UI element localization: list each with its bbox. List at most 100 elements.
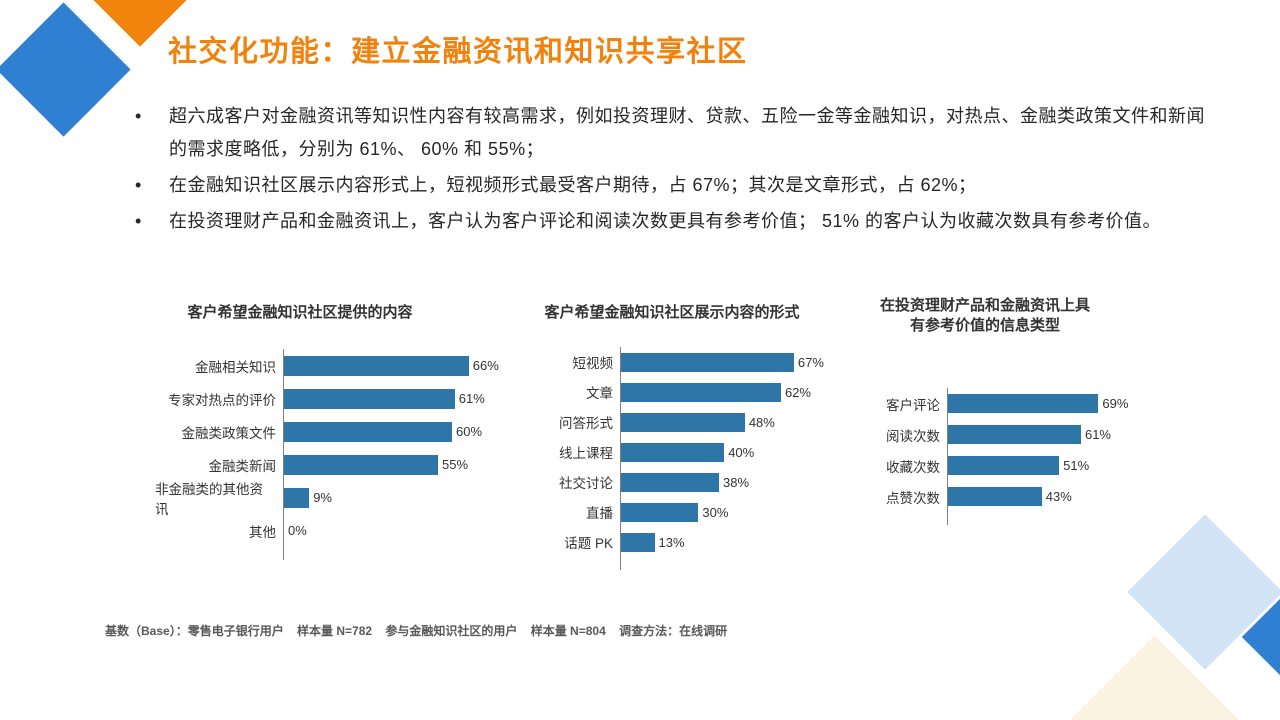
category-label: 文章 bbox=[586, 386, 613, 401]
category-label: 金融类政策文件 bbox=[181, 425, 277, 441]
bar-track: 69% bbox=[947, 388, 1205, 419]
value-label: 61% bbox=[1084, 427, 1111, 442]
bar-row: 问答形式 48% bbox=[520, 407, 960, 437]
value-label: 13% bbox=[658, 534, 685, 550]
axis-line bbox=[283, 547, 284, 560]
bar-row: 专家对热点的评价 61% bbox=[155, 382, 605, 415]
bar-row: 文章 62% bbox=[520, 377, 960, 407]
bullet-item: 在金融知识社区展示内容形式上，短视频形式最受客户期待，占 67%；其次是文章形式… bbox=[135, 169, 1208, 202]
value-label: 30% bbox=[702, 504, 729, 520]
bar bbox=[621, 382, 781, 402]
bar bbox=[621, 412, 745, 432]
value-label: 48% bbox=[748, 414, 775, 430]
axis-line bbox=[947, 512, 948, 525]
bar bbox=[948, 425, 1081, 444]
chart-title: 客户希望金融知识社区提供的内容 bbox=[187, 304, 413, 321]
bar bbox=[948, 394, 1099, 413]
chart-rows: 客户评论 69% 阅读次数 61% 收藏次数 51% 点赞次数 43% bbox=[875, 388, 1205, 512]
bar bbox=[621, 442, 725, 462]
chart-title: 在投资理财产品和金融资讯上具 有参考价值的信息类型 bbox=[879, 297, 1090, 334]
bar-row: 客户评论 69% bbox=[875, 388, 1205, 419]
bar-row: 金融类政策文件 60% bbox=[155, 415, 605, 448]
bar bbox=[621, 472, 720, 492]
chart-content-format: 客户希望金融知识社区展示内容的形式 短视频 67% 文章 62% 问答形式 48% 线上课程… bbox=[520, 303, 960, 570]
category-label: 线上课程 bbox=[559, 446, 613, 461]
value-label: 67% bbox=[797, 354, 824, 370]
axis-line bbox=[620, 557, 621, 570]
bar-track: 30% bbox=[620, 497, 960, 527]
bar bbox=[284, 487, 310, 508]
bar-row: 金融类新闻 55% bbox=[155, 448, 605, 481]
bar-track: 61% bbox=[283, 382, 605, 415]
bar-row: 金融相关知识 66% bbox=[155, 349, 605, 382]
bar-row: 线上课程 40% bbox=[520, 437, 960, 467]
bar-track: 9% bbox=[283, 481, 605, 514]
category-label: 点赞次数 bbox=[886, 490, 940, 506]
bar-row: 点赞次数 43% bbox=[875, 481, 1205, 512]
bullet-text: 超六成客户对金融资讯等知识性内容有较高需求，例如投资理财、贷款、五险一金等金融知… bbox=[169, 106, 1205, 159]
bar-row: 直播 30% bbox=[520, 497, 960, 527]
bullet-list: 超六成客户对金融资讯等知识性内容有较高需求，例如投资理财、贷款、五险一金等金融知… bbox=[133, 100, 1208, 241]
chart-rows: 短视频 67% 文章 62% 问答形式 48% 线上课程 40% 社交讨论 38% 直播 30% 话题 … bbox=[520, 347, 960, 557]
category-label: 收藏次数 bbox=[886, 459, 940, 475]
value-label: 61% bbox=[458, 391, 485, 406]
bar-track: 0% bbox=[283, 514, 605, 547]
value-label: 55% bbox=[442, 457, 469, 472]
bar bbox=[621, 502, 699, 522]
bar-track: 55% bbox=[283, 448, 605, 481]
bar bbox=[284, 355, 469, 376]
bullet-text: 在金融知识社区展示内容形式上，短视频形式最受客户期待，占 67%；其次是文章形式… bbox=[169, 175, 977, 195]
bar-row: 阅读次数 61% bbox=[875, 419, 1205, 450]
bar-row: 短视频 67% bbox=[520, 347, 960, 377]
bullet-item: 超六成客户对金融资讯等知识性内容有较高需求，例如投资理财、贷款、五险一金等金融知… bbox=[135, 100, 1208, 166]
bar-track: 67% bbox=[620, 347, 960, 377]
bar bbox=[621, 532, 655, 552]
category-label: 客户评论 bbox=[886, 397, 940, 413]
bar bbox=[621, 352, 794, 372]
category-label: 专家对热点的评价 bbox=[168, 392, 276, 408]
bar-track: 51% bbox=[947, 450, 1205, 481]
bullet-text: 在投资理财产品和金融资讯上，客户认为客户评论和阅读次数更具有参考价值； 51% … bbox=[169, 211, 1162, 231]
bar-row: 其他 0% bbox=[155, 514, 605, 547]
bar-track: 61% bbox=[947, 419, 1205, 450]
bar bbox=[948, 487, 1042, 506]
bar-track: 13% bbox=[620, 527, 960, 557]
category-label: 社交讨论 bbox=[559, 476, 613, 491]
category-label: 直播 bbox=[586, 506, 613, 521]
value-label: 62% bbox=[784, 384, 811, 400]
bar-track: 40% bbox=[620, 437, 960, 467]
base-footnote: 基数（Base）：零售电子银行用户 样本量 N=782 参与金融知识社区的用户 … bbox=[105, 624, 728, 638]
value-label: 69% bbox=[1102, 396, 1129, 411]
bar-track: 43% bbox=[947, 481, 1205, 512]
bar bbox=[284, 421, 452, 442]
value-label: 66% bbox=[472, 358, 499, 373]
bar-track: 62% bbox=[620, 377, 960, 407]
bar-track: 60% bbox=[283, 415, 605, 448]
bar-row: 非金融类的其他资讯 9% bbox=[155, 481, 605, 517]
slide-title: 社交化功能：建立金融资讯和知识共享社区 bbox=[168, 36, 748, 68]
value-label: 9% bbox=[313, 490, 332, 505]
chart-title: 客户希望金融知识社区展示内容的形式 bbox=[544, 304, 800, 321]
bar bbox=[948, 456, 1060, 475]
bar-track: 48% bbox=[620, 407, 960, 437]
bar-track: 38% bbox=[620, 467, 960, 497]
category-label: 阅读次数 bbox=[886, 428, 940, 444]
category-label: 短视频 bbox=[572, 356, 614, 371]
category-label: 金融类新闻 bbox=[208, 458, 277, 474]
bar bbox=[284, 388, 455, 409]
value-label: 40% bbox=[728, 444, 755, 460]
value-label: 38% bbox=[723, 474, 750, 490]
value-label: 0% bbox=[288, 523, 307, 538]
category-label: 话题 PK bbox=[564, 536, 613, 551]
chart-reference-info-types: 在投资理财产品和金融资讯上具 有参考价值的信息类型 客户评论 69% 阅读次数 61%… bbox=[875, 296, 1205, 525]
bullet-item: 在投资理财产品和金融资讯上，客户认为客户评论和阅读次数更具有参考价值； 51% … bbox=[135, 205, 1208, 238]
category-label: 金融相关知识 bbox=[195, 359, 276, 375]
value-label: 43% bbox=[1045, 489, 1072, 504]
chart-community-content: 客户希望金融知识社区提供的内容 金融相关知识 66% 专家对热点的评价 61% 金融类政… bbox=[155, 303, 605, 560]
bar-row: 社交讨论 38% bbox=[520, 467, 960, 497]
bar-track: 66% bbox=[283, 349, 605, 382]
decor-diamond-blue-topleft bbox=[0, 2, 131, 137]
category-label: 非金融类的其他资讯 bbox=[155, 481, 263, 517]
bar-row: 话题 PK 13% bbox=[520, 527, 960, 557]
